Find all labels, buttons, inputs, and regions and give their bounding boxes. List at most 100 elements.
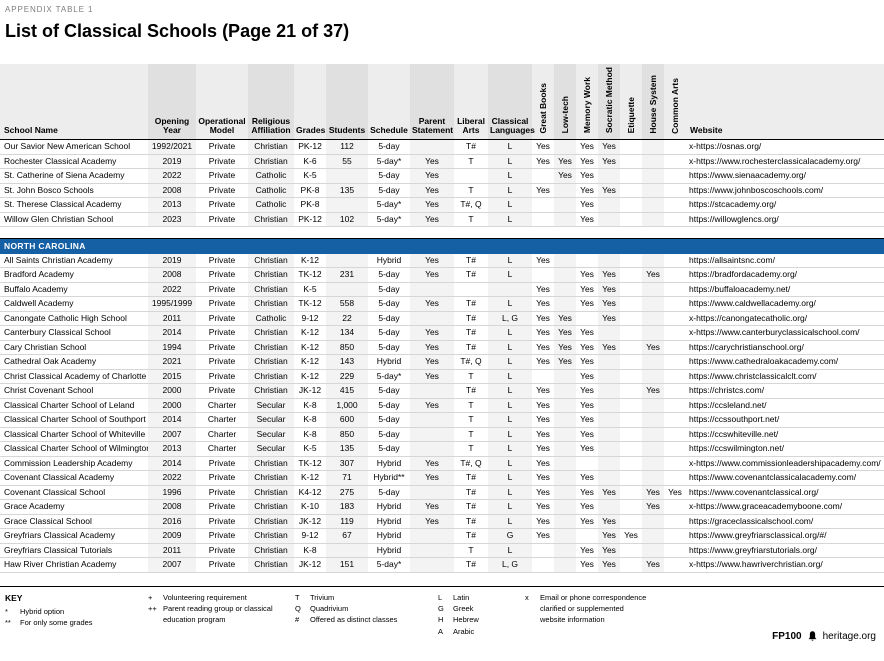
students: 558 [326,296,368,312]
website[interactable]: https://www.cathedraloakacademy.com/ [686,354,884,370]
website[interactable]: x-https://www.canterburyclassicalschool.… [686,325,884,341]
opening-year: 2011 [148,311,196,327]
opening-year: 2015 [148,369,196,385]
flag-house-system [642,441,664,457]
liberal-arts: T# [454,340,488,356]
flag-great-books [532,543,554,559]
flag-etiquette [620,412,642,428]
operational-model: Private [196,154,248,170]
operational-model: Private [196,311,248,327]
flag-etiquette [620,340,642,356]
website[interactable]: x-https://osnas.org/ [686,139,884,155]
schedule: 5-day [368,139,410,155]
table-row: Willow Glen Christian School 2023 Private C… [0,212,884,228]
liberal-arts: T [454,398,488,414]
flag-common-arts [664,369,686,385]
website[interactable]: https://bradfordacademy.org/ [686,267,884,283]
table-body: Our Savior New American School 1992/2021 P… [0,139,884,573]
website[interactable]: x-https://www.hawriverchristian.org/ [686,557,884,573]
students: 1,000 [326,398,368,414]
operational-model: Private [196,212,248,228]
website[interactable]: x-https://www.rochesterclassicalacademy.… [686,154,884,170]
website[interactable]: https://ccsleland.net/ [686,398,884,414]
website[interactable]: x-https://canongatecatholic.org/ [686,311,884,327]
parent-statement [410,383,454,399]
schedule: 5-day [368,325,410,341]
key-column: + Volunteering requirement ++ Parent readin… [148,592,295,637]
flag-memory-work: Yes [576,197,598,213]
table-row: Commission Leadership Academy 2014 Private… [0,456,884,472]
operational-model: Private [196,528,248,544]
liberal-arts: T [454,183,488,199]
opening-year: 2019 [148,253,196,269]
table-row: Classical Charter School of Wilmington 20… [0,441,884,457]
religious-affiliation: Christian [248,325,294,341]
website[interactable]: https://www.covenantclassical.org/ [686,485,884,501]
flag-great-books: Yes [532,325,554,341]
operational-model: Charter [196,398,248,414]
col-header-operational-model: Operational Model [196,64,248,140]
website[interactable]: https://ccswilmington.net/ [686,441,884,457]
students: 22 [326,311,368,327]
schedule: 5-day [368,311,410,327]
parent-statement [410,485,454,501]
school-name: Greyfriars Classical Tutorials [0,543,148,559]
operational-model: Private [196,282,248,298]
classical-languages: L [488,183,532,199]
website[interactable]: https://www.caldwellacademy.org/ [686,296,884,312]
website[interactable]: https://carychristianschool.org/ [686,340,884,356]
classical-languages: L [488,296,532,312]
flag-great-books: Yes [532,514,554,530]
flag-low-tech: Yes [554,340,576,356]
website[interactable]: https://buffaloacademy.net/ [686,282,884,298]
flag-socratic-method: Yes [598,267,620,283]
website[interactable]: https://www.greyfriarsclassical.org/#/ [686,528,884,544]
religious-affiliation: Catholic [248,168,294,184]
website[interactable]: https://allsaintsnc.com/ [686,253,884,269]
grades: K-12 [294,470,326,486]
website[interactable]: https://graceclassicalschool.com/ [686,514,884,530]
classical-languages: G [488,528,532,544]
table-row: Greyfriars Classical Tutorials 2011 Privat… [0,543,884,559]
flag-common-arts [664,398,686,414]
website[interactable]: https://www.johnboscoschools.com/ [686,183,884,199]
students: 135 [326,441,368,457]
website[interactable]: https://www.greyfriarstutorials.org/ [686,543,884,559]
website[interactable]: https://willowglencs.org/ [686,212,884,228]
flag-common-arts [664,470,686,486]
website[interactable]: https://ccssouthport.net/ [686,412,884,428]
grades: 9-12 [294,311,326,327]
flag-common-arts [664,296,686,312]
key-symbol: G [438,604,444,614]
flag-house-system [642,168,664,184]
students: 119 [326,514,368,530]
students: 143 [326,354,368,370]
religious-affiliation: Christian [248,528,294,544]
rotated-label: Etiquette [625,97,636,134]
students [326,197,368,213]
website[interactable]: https://stcacademy.org/ [686,197,884,213]
flag-memory-work: Yes [576,441,598,457]
flag-great-books: Yes [532,139,554,155]
flag-house-system [642,470,664,486]
website[interactable]: https://christcs.com/ [686,383,884,399]
website[interactable]: https://www.sienaacademy.org/ [686,168,884,184]
footer-site: heritage.org [822,630,876,642]
rotated-label: Socratic Method [603,67,614,134]
key-symbol: # [295,615,300,625]
table-row: St. John Bosco Schools 2008 Private Catholi… [0,183,884,199]
flag-socratic-method [598,412,620,428]
operational-model: Private [196,369,248,385]
table-row: Bradford Academy 2008 Private Christian TK-1… [0,267,884,283]
website[interactable]: x-https://www.commissionleadershipacadem… [686,456,884,472]
website[interactable]: https://www.christclassicalclt.com/ [686,369,884,385]
website[interactable]: https://ccswhiteville.net/ [686,427,884,443]
flag-great-books [532,369,554,385]
students: 600 [326,412,368,428]
grades: K-12 [294,325,326,341]
flag-low-tech [554,441,576,457]
flag-low-tech [554,267,576,283]
website[interactable]: x-https://www.graceacademyboone.com/ [686,499,884,515]
schedule: 5-day [368,296,410,312]
website[interactable]: https://www.covenantclassicalacademy.com… [686,470,884,486]
